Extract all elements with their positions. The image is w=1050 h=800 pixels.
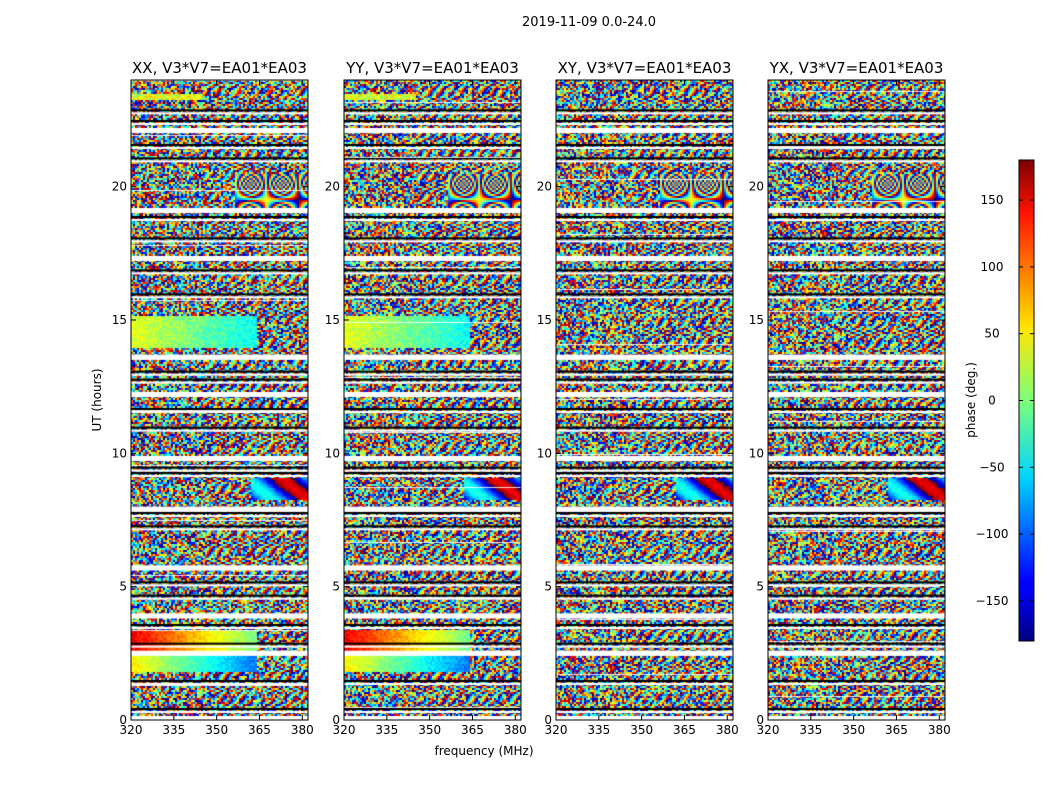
panels-group: XX, V3*V7=EA01*EA03 320 335 350 365 380 0 5 10 15… (112, 59, 951, 737)
x-tick-label: 335 (587, 723, 610, 737)
y-tick-label: 5 (756, 580, 764, 594)
y-tick-label: 20 (325, 180, 340, 194)
colorbar-tick-label: −100 (976, 527, 1009, 541)
x-tick-label: 335 (162, 723, 185, 737)
colorbar: phase (deg.) 150 100 50 0 −50 −100 −150 (964, 159, 1035, 642)
x-tick-label: 365 (885, 723, 908, 737)
x-tick-label: 380 (928, 723, 951, 737)
x-tick-label: 320 (545, 723, 568, 737)
panel-frame (767, 79, 946, 721)
panel-xx: XX, V3*V7=EA01*EA03 320 335 350 365 380 0 5 10 15… (112, 59, 314, 737)
figure-suptitle: 2019-11-09 0.0-24.0 (522, 15, 656, 30)
panel-frame (130, 79, 309, 721)
y-tick-label: 10 (749, 446, 764, 460)
y-tick-label: 0 (332, 713, 340, 727)
y-tick-label: 15 (537, 313, 552, 327)
x-tick-label: 350 (842, 723, 865, 737)
y-tick-label: 20 (112, 180, 127, 194)
colorbar-tick-label: 0 (988, 394, 996, 408)
x-tick-label: 380 (504, 723, 527, 737)
y-tick-label: 20 (749, 180, 764, 194)
phase-raster (344, 80, 521, 720)
y-tick-label: 15 (112, 313, 127, 327)
colorbar-tick-label: −150 (976, 594, 1009, 608)
y-tick-label: 5 (544, 580, 552, 594)
x-tick-label: 380 (291, 723, 314, 737)
x-tick-label: 350 (418, 723, 441, 737)
panel-title: YY, V3*V7=EA01*EA03 (345, 59, 519, 77)
phase-raster (768, 80, 945, 720)
x-tick-label: 335 (799, 723, 822, 737)
colorbar-tick-label: 50 (984, 327, 999, 341)
y-tick-label: 0 (544, 713, 552, 727)
y-axis-label: UT (hours) (90, 368, 104, 431)
phase-raster (131, 80, 308, 720)
x-axis-label: frequency (MHz) (434, 744, 533, 758)
x-tick-label: 320 (333, 723, 356, 737)
x-tick-label: 350 (205, 723, 228, 737)
y-tick-label: 15 (325, 313, 340, 327)
panel-yx: YX, V3*V7=EA01*EA03 320 335 350 365 380 0 5 10 15… (749, 59, 951, 737)
y-tick-label: 0 (756, 713, 764, 727)
colorbar-label: phase (deg.) (964, 362, 978, 438)
x-tick-label: 365 (461, 723, 484, 737)
x-tick-label: 380 (716, 723, 739, 737)
colorbar-tick-label: 100 (981, 260, 1004, 274)
y-tick-label: 10 (112, 446, 127, 460)
y-tick-label: 10 (325, 446, 340, 460)
panel-title: XX, V3*V7=EA01*EA03 (132, 59, 307, 77)
y-tick-label: 15 (749, 313, 764, 327)
x-tick-label: 335 (375, 723, 398, 737)
y-tick-label: 20 (537, 180, 552, 194)
y-tick-label: 0 (119, 713, 127, 727)
y-tick-label: 5 (119, 580, 127, 594)
panel-frame (555, 79, 734, 721)
x-tick-label: 350 (630, 723, 653, 737)
panel-title: XY, V3*V7=EA01*EA03 (558, 59, 732, 77)
panel-yy: YY, V3*V7=EA01*EA03 320 335 350 365 380 0 5 10 15… (325, 59, 527, 737)
y-tick-label: 5 (332, 580, 340, 594)
x-tick-label: 365 (248, 723, 271, 737)
y-tick-label: 10 (537, 446, 552, 460)
panel-xy: XY, V3*V7=EA01*EA03 320 335 350 365 380 0 5 10 15… (537, 59, 739, 737)
colorbar-tick-label: −50 (979, 460, 1004, 474)
colorbar-tick-label: 150 (981, 193, 1004, 207)
panel-title: YX, V3*V7=EA01*EA03 (769, 59, 944, 77)
x-tick-label: 320 (757, 723, 780, 737)
phase-raster (556, 80, 733, 720)
x-tick-label: 365 (673, 723, 696, 737)
panel-frame (343, 79, 522, 721)
x-tick-label: 320 (120, 723, 143, 737)
